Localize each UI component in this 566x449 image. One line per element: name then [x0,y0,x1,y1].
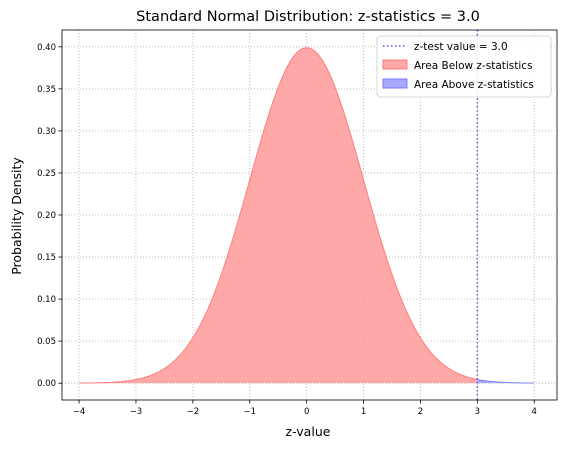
legend: z-test value = 3.0 Area Below z-statisti… [376,35,552,98]
y-tick-label: 0.35 [37,85,56,95]
y-tick-label: 0.05 [37,337,56,347]
x-tick-label: −3 [130,407,143,417]
x-tick-label: −4 [73,407,86,417]
plot-lines [79,30,535,400]
legend-box [376,35,552,98]
x-tick-label: 4 [532,407,537,417]
x-tick-label: 1 [361,407,366,417]
y-tick-label: 0.40 [37,43,56,53]
ticks: −4 −3 −2 −1 0 1 2 3 4 0.00 0.05 0.10 0.15 0.20 0.25 0.3… [37,43,537,417]
x-tick-label: −1 [243,407,256,417]
chart-title: Standard Normal Distribution: z-statisti… [136,9,480,25]
legend-entry-vline: z-test value = 3.0 [414,41,508,53]
plot-areas [79,47,535,384]
y-tick-label: 0.20 [37,211,56,221]
x-tick-label: 0 [304,407,309,417]
area-above-edge [477,378,535,384]
legend-entry-above: Area Above z-statistics [414,79,534,91]
x-tick-label: 2 [418,407,423,417]
x-tick-label: −2 [187,407,200,417]
legend-above-swatch [382,78,408,89]
y-axis-label: Probability Density [9,157,24,275]
legend-below-swatch [382,59,408,70]
x-axis-label: z-value [286,424,331,439]
y-tick-label: 0.25 [37,169,56,179]
area-below-edge [79,47,478,384]
y-tick-label: 0.30 [37,127,56,137]
y-tick-label: 0.15 [37,253,56,263]
area-above-z [477,379,535,384]
y-tick-label: 0.10 [37,295,56,305]
y-tick-label: 0.00 [37,379,56,389]
legend-entry-below: Area Below z-statistics [414,60,533,72]
area-below-z [79,47,478,384]
x-tick-label: 3 [475,407,480,417]
